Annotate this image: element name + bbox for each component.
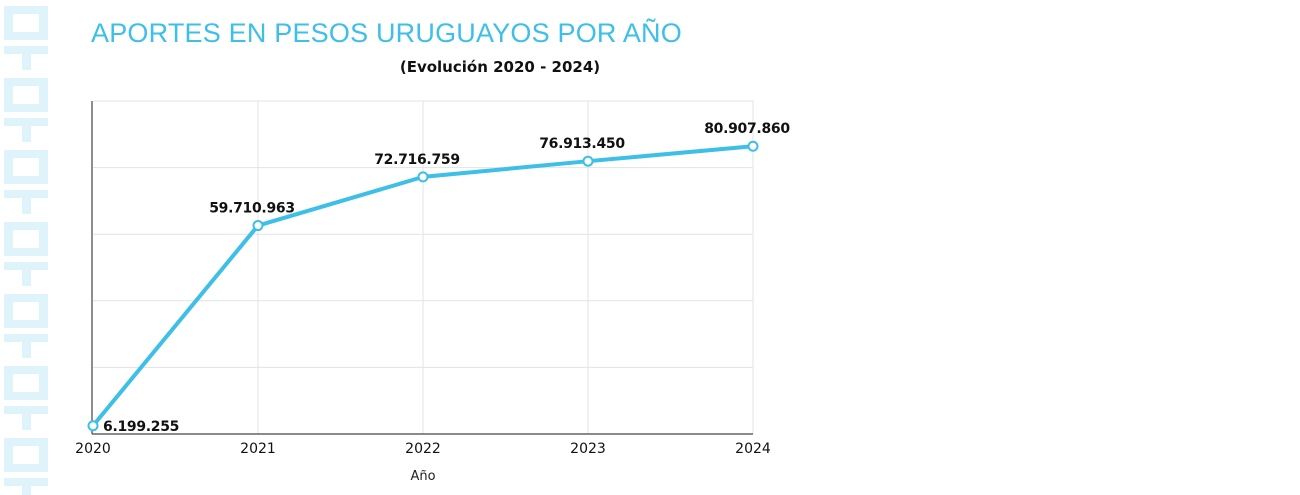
data-label-2020: 6.199.255 xyxy=(103,419,179,435)
chart-title: APORTES EN PESOS URUGUAYOS POR AÑO xyxy=(91,18,682,48)
x-tick-label-2023: 2023 xyxy=(570,441,606,457)
data-point-2021 xyxy=(252,220,264,232)
x-tick-label-2022: 2022 xyxy=(405,441,441,457)
data-points xyxy=(87,140,759,432)
x-tick-label-2020: 2020 xyxy=(75,441,111,457)
x-tick-label-2024: 2024 xyxy=(735,441,771,457)
watermark-logo-strip xyxy=(0,0,60,495)
data-label-2023: 76.913.450 xyxy=(539,136,625,152)
data-label-2024: 80.907.860 xyxy=(704,121,790,137)
data-point-2024 xyxy=(747,140,759,152)
data-label-2022: 72.716.759 xyxy=(374,152,460,168)
data-label-2021: 59.710.963 xyxy=(209,201,295,217)
data-point-2020 xyxy=(87,420,99,432)
x-tick-labels: 2020 2021 2022 2023 2024 xyxy=(75,441,771,457)
data-point-2022 xyxy=(417,171,429,183)
data-point-2023 xyxy=(582,155,594,167)
axes xyxy=(91,101,753,435)
data-labels: 6.199.255 59.710.963 72.716.759 76.913.450 8… xyxy=(103,121,791,435)
grid-lines xyxy=(93,100,754,434)
chart-subtitle: (Evolución 2020 - 2024) xyxy=(399,58,601,76)
x-tick-label-2021: 2021 xyxy=(240,441,276,457)
x-axis-label: Año xyxy=(410,469,435,484)
watermark-pattern xyxy=(0,0,60,495)
